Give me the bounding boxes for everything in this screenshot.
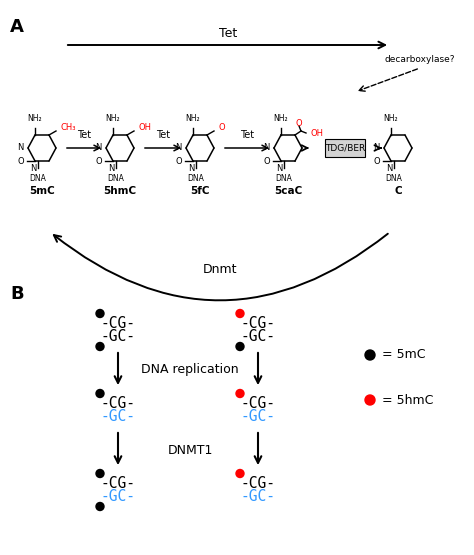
Text: -GC-: -GC- <box>240 409 275 424</box>
Text: NH₂: NH₂ <box>106 114 120 123</box>
Text: NH₂: NH₂ <box>273 114 288 123</box>
Text: decarboxylase?: decarboxylase? <box>385 55 455 64</box>
Text: -CG-: -CG- <box>100 476 136 491</box>
Circle shape <box>236 342 244 351</box>
Text: Tet: Tet <box>240 130 254 140</box>
Text: N: N <box>188 164 194 173</box>
Circle shape <box>96 502 104 511</box>
Text: -GC-: -GC- <box>100 489 136 504</box>
Circle shape <box>236 470 244 477</box>
Text: O: O <box>219 124 226 133</box>
Text: -GC-: -GC- <box>240 329 275 344</box>
Text: B: B <box>10 285 24 303</box>
Text: NH₂: NH₂ <box>383 114 398 123</box>
Text: 5fC: 5fC <box>190 186 210 196</box>
Text: N: N <box>96 144 102 153</box>
Text: N: N <box>18 144 24 153</box>
Text: DNA: DNA <box>275 174 292 183</box>
Text: -GC-: -GC- <box>100 329 136 344</box>
Text: = 5mC: = 5mC <box>382 349 426 361</box>
Text: O: O <box>96 157 102 165</box>
Text: -CG-: -CG- <box>240 316 275 331</box>
Text: DNA: DNA <box>29 174 46 183</box>
Text: Tet: Tet <box>156 130 170 140</box>
Text: C: C <box>394 186 402 196</box>
Text: 5hmC: 5hmC <box>103 186 137 196</box>
Text: N: N <box>386 164 392 173</box>
Text: = 5hmC: = 5hmC <box>382 393 433 406</box>
Circle shape <box>96 390 104 397</box>
Text: DNA: DNA <box>108 174 125 183</box>
Text: N: N <box>30 164 36 173</box>
Text: O: O <box>296 119 302 128</box>
Text: NH₂: NH₂ <box>186 114 201 123</box>
Circle shape <box>365 395 375 405</box>
Text: -CG-: -CG- <box>240 396 275 411</box>
Text: N: N <box>176 144 182 153</box>
Text: DNA replication: DNA replication <box>141 364 239 376</box>
Text: DNA: DNA <box>385 174 402 183</box>
FancyBboxPatch shape <box>325 139 365 157</box>
Circle shape <box>96 310 104 317</box>
Text: O: O <box>18 157 24 165</box>
Text: -CG-: -CG- <box>100 396 136 411</box>
Text: 5caC: 5caC <box>274 186 302 196</box>
Text: TDG/BER: TDG/BER <box>325 144 365 153</box>
Text: N: N <box>276 164 282 173</box>
Circle shape <box>96 342 104 351</box>
Text: -GC-: -GC- <box>100 409 136 424</box>
Circle shape <box>96 470 104 477</box>
Text: CH₃: CH₃ <box>61 124 76 133</box>
Text: O: O <box>176 157 182 165</box>
Text: N: N <box>264 144 270 153</box>
Circle shape <box>236 390 244 397</box>
Text: N: N <box>374 144 380 153</box>
Text: Tet: Tet <box>77 130 91 140</box>
Text: A: A <box>10 18 24 36</box>
Text: Dnmt: Dnmt <box>203 263 237 276</box>
Text: O: O <box>264 157 270 165</box>
Text: OH: OH <box>139 124 152 133</box>
Text: Tet: Tet <box>219 27 237 40</box>
Text: NH₂: NH₂ <box>27 114 42 123</box>
Text: -CG-: -CG- <box>100 316 136 331</box>
Circle shape <box>236 310 244 317</box>
Text: DNA: DNA <box>188 174 204 183</box>
Text: OH: OH <box>311 129 324 138</box>
Text: DNMT1: DNMT1 <box>167 443 213 457</box>
Text: N: N <box>108 164 114 173</box>
Text: O: O <box>374 157 380 165</box>
Text: -GC-: -GC- <box>240 489 275 504</box>
Text: -CG-: -CG- <box>240 476 275 491</box>
Text: 5mC: 5mC <box>29 186 55 196</box>
Circle shape <box>365 350 375 360</box>
